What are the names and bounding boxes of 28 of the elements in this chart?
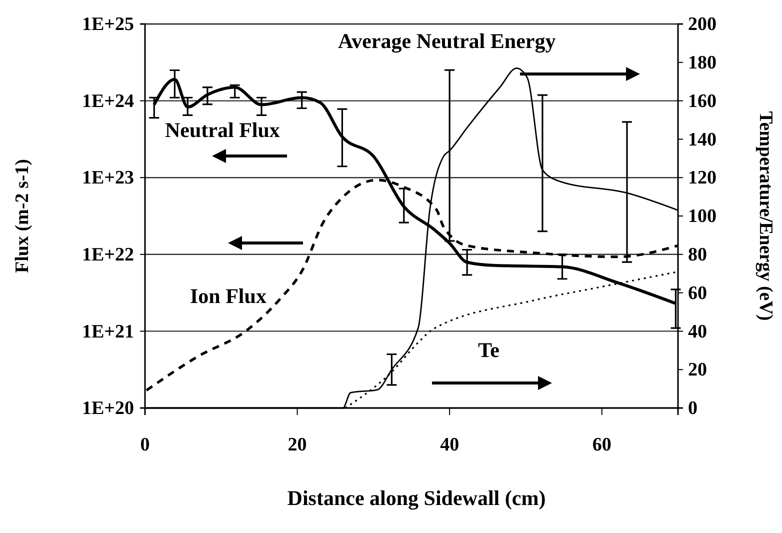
x-tick-label: 40: [440, 434, 460, 456]
y2-tick-label: 180: [688, 52, 716, 74]
y2-tick-label: 200: [688, 14, 716, 36]
y2-axis-title: Temperature/Energy (eV): [755, 111, 776, 321]
y-tick-label: 1E+25: [82, 14, 134, 36]
y-tick-label: 1E+22: [82, 244, 134, 266]
series-label: Neutral Flux: [165, 118, 280, 142]
y2-tick-label: 100: [688, 206, 716, 228]
y2-tick-label: 60: [688, 282, 707, 304]
y2-tick-label: 40: [688, 321, 707, 342]
x-tick-label: 20: [288, 434, 307, 456]
x-tick-label: 0: [140, 434, 150, 456]
y2-tick-label: 120: [688, 168, 716, 189]
y-tick-label: 1E+24: [82, 90, 134, 112]
y2-tick-label: 80: [688, 244, 707, 266]
y-axis-title: Flux (m-2 s-1): [12, 159, 33, 273]
y-tick-label: 1E+23: [82, 168, 134, 189]
x-tick-label: 60: [592, 434, 612, 456]
series-label: Average Neutral Energy: [338, 29, 556, 53]
y-tick-label: 1E+21: [82, 321, 134, 342]
y2-tick-label: 140: [688, 129, 716, 150]
series-label: Te: [478, 338, 500, 362]
x-axis-title: Distance along Sidewall (cm): [287, 486, 546, 510]
y2-tick-label: 0: [688, 398, 698, 420]
y2-tick-label: 20: [688, 360, 707, 381]
series-label: Ion Flux: [190, 284, 267, 308]
y2-tick-label: 160: [688, 90, 716, 112]
y-tick-label: 1E+20: [82, 398, 134, 420]
